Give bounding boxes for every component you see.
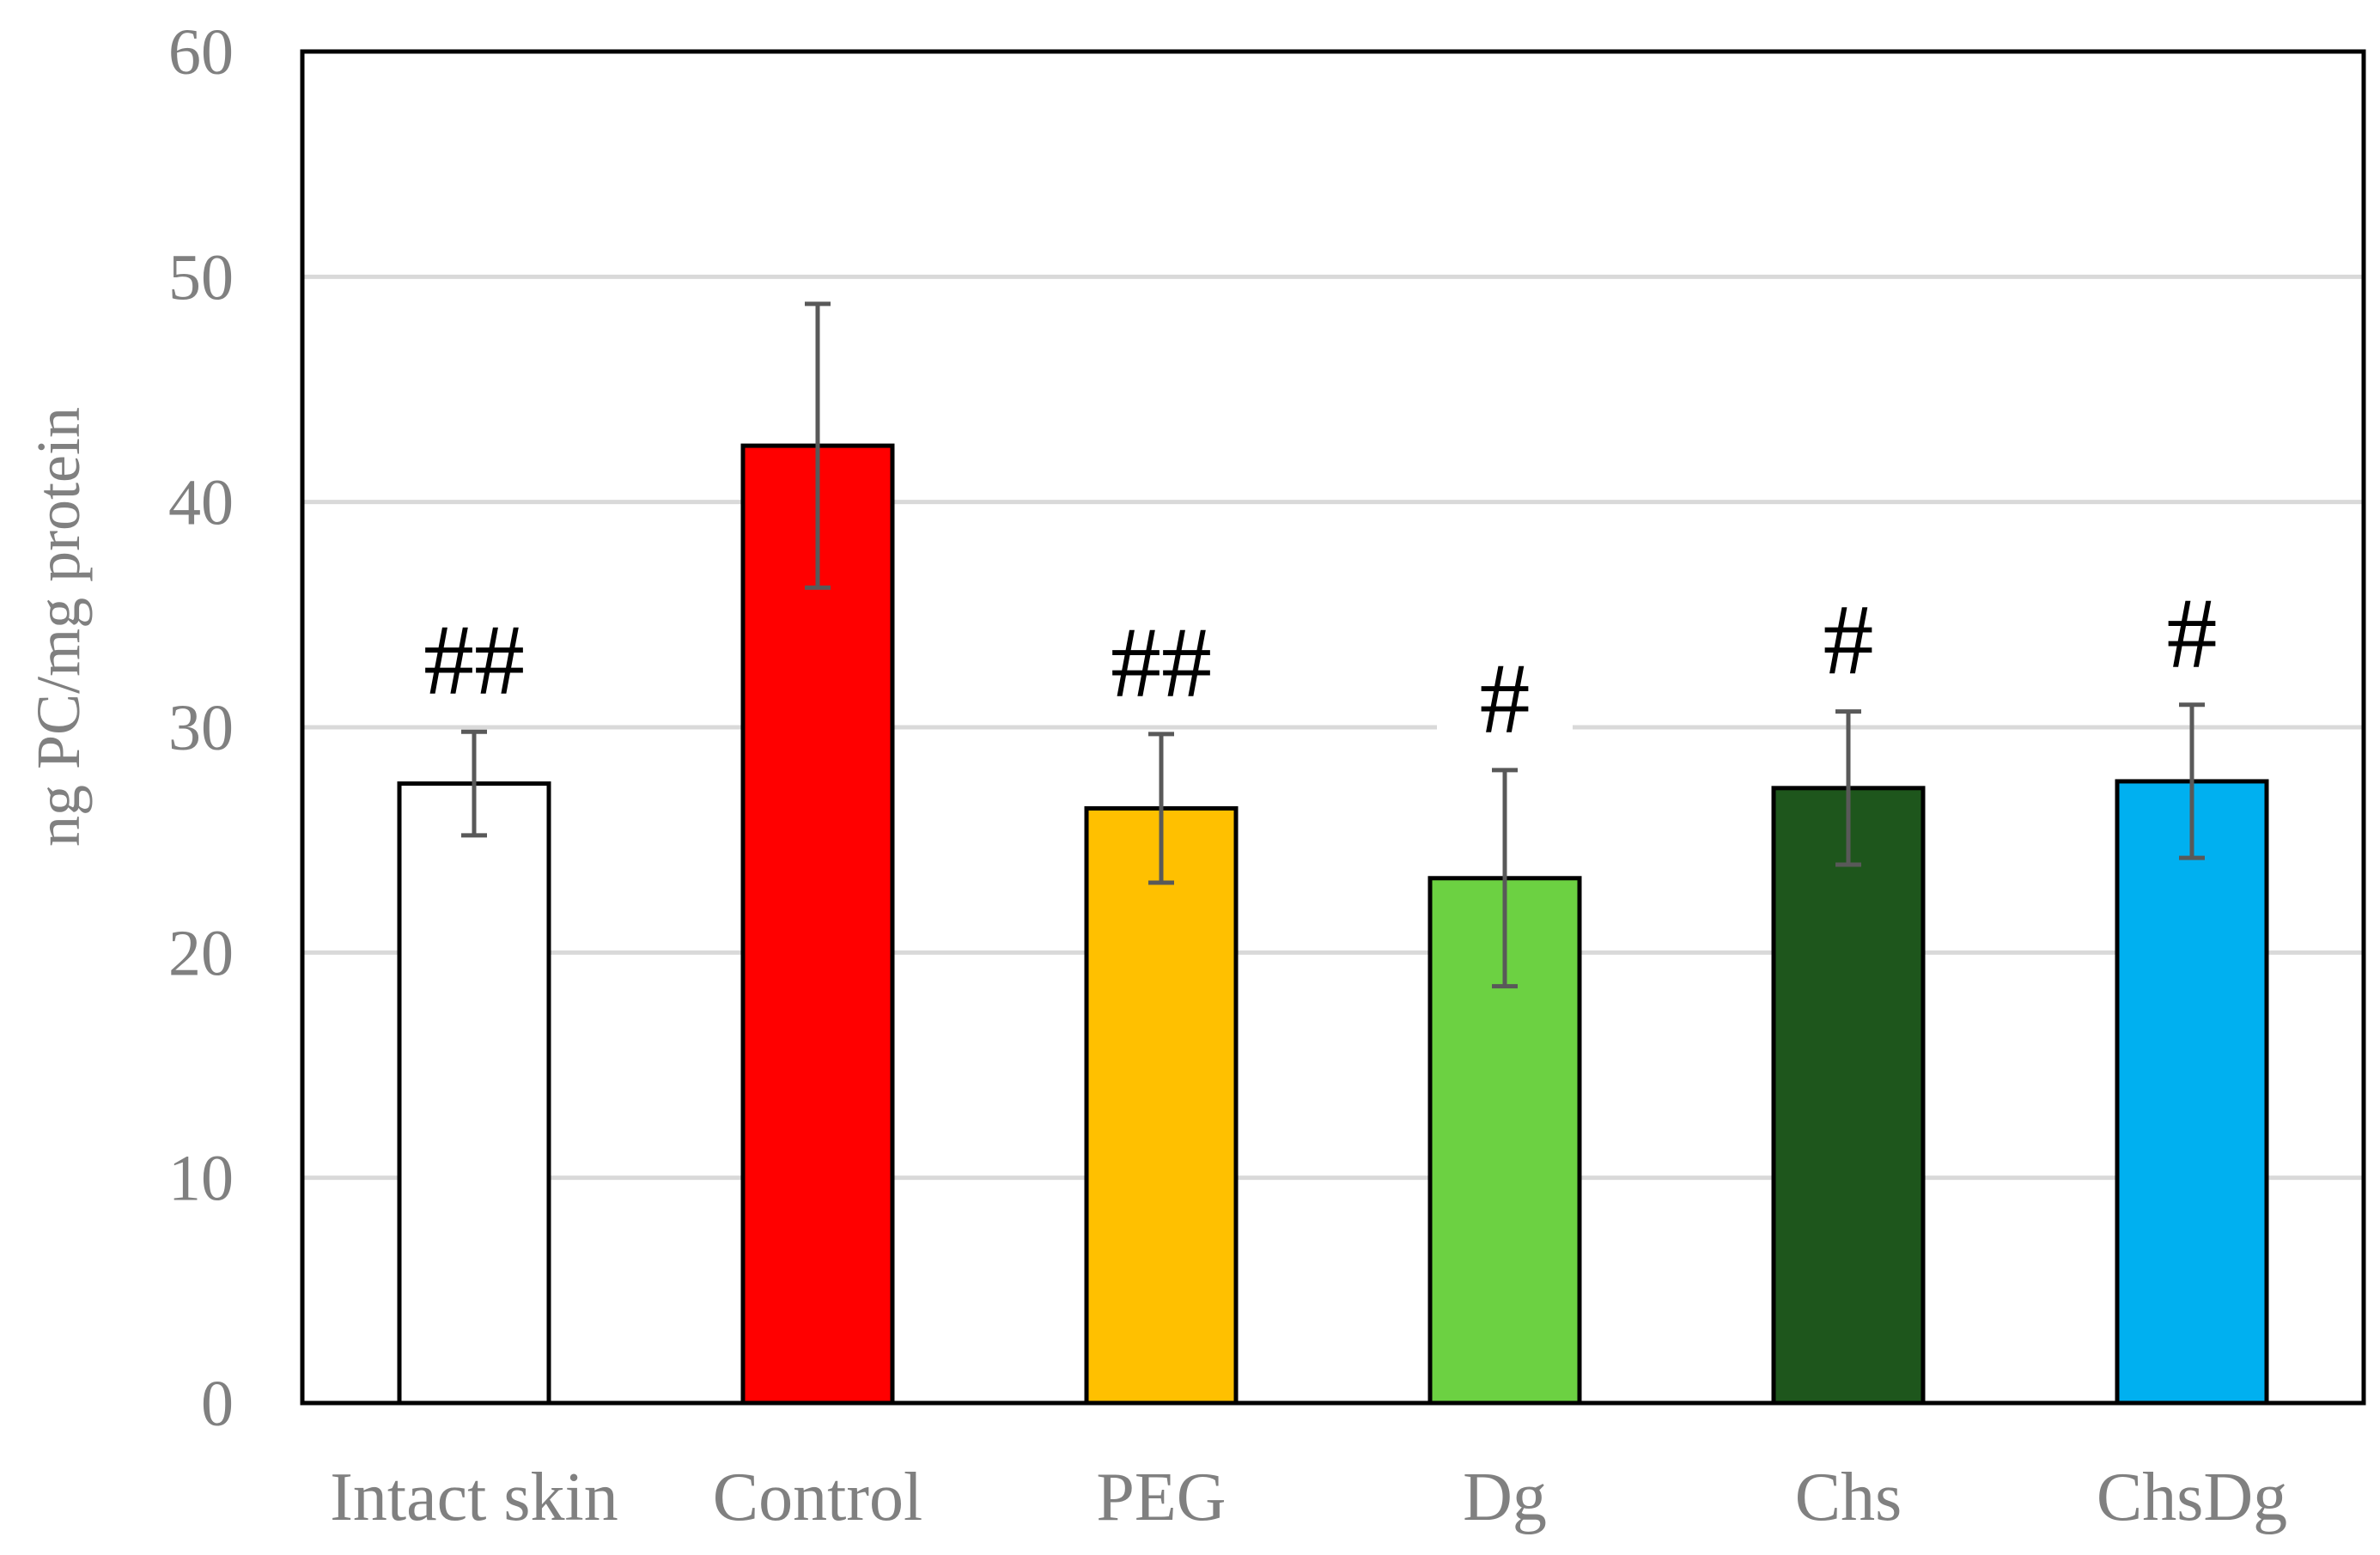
error-bars — [461, 301, 2205, 989]
significance-backdrop — [1780, 598, 1916, 684]
bar — [1771, 786, 1926, 1406]
significance-marker: # — [1823, 584, 1874, 696]
x-category-label: Chs — [1795, 1460, 1902, 1535]
bar — [1084, 805, 1239, 1406]
y-tick-label: 30 — [168, 692, 234, 764]
significance-markers: ## ## ## # — [377, 577, 2260, 755]
significance-marker: ## — [1111, 606, 1212, 719]
bar — [740, 443, 895, 1406]
significance-marker: ## — [423, 604, 525, 716]
bar — [397, 781, 551, 1406]
y-tick-label: 0 — [201, 1368, 234, 1440]
significance-marker: # — [2167, 577, 2218, 689]
y-axis-title: ng PC/mg protein — [24, 407, 93, 847]
y-tick-label: 60 — [168, 16, 234, 88]
bars — [397, 443, 2269, 1406]
significance-backdrop — [377, 618, 571, 705]
x-category-label: ChsDg — [2097, 1460, 2287, 1535]
x-category-label: Dg — [1463, 1460, 1547, 1535]
bar — [2115, 779, 2269, 1406]
gridlines — [302, 274, 2364, 1181]
x-category-label: Intact skin — [330, 1460, 618, 1535]
plot-area-frame — [300, 49, 2366, 1406]
y-axis-ticks: 0 10 20 30 40 50 60 — [168, 16, 234, 1440]
y-tick-label: 50 — [168, 241, 234, 313]
significance-marker: # — [1480, 642, 1531, 755]
x-axis-labels: Intact skin Control PEG Dg Chs ChsDg — [330, 1460, 2287, 1535]
y-tick-label: 10 — [168, 1143, 234, 1215]
x-category-label: PEG — [1096, 1460, 1226, 1535]
significance-backdrop — [2124, 591, 2260, 677]
y-tick-label: 20 — [168, 917, 234, 989]
significance-backdrop — [1064, 620, 1258, 707]
x-category-label: Control — [713, 1460, 922, 1535]
y-tick-label: 40 — [168, 467, 234, 539]
significance-backdrop — [1437, 656, 1573, 743]
